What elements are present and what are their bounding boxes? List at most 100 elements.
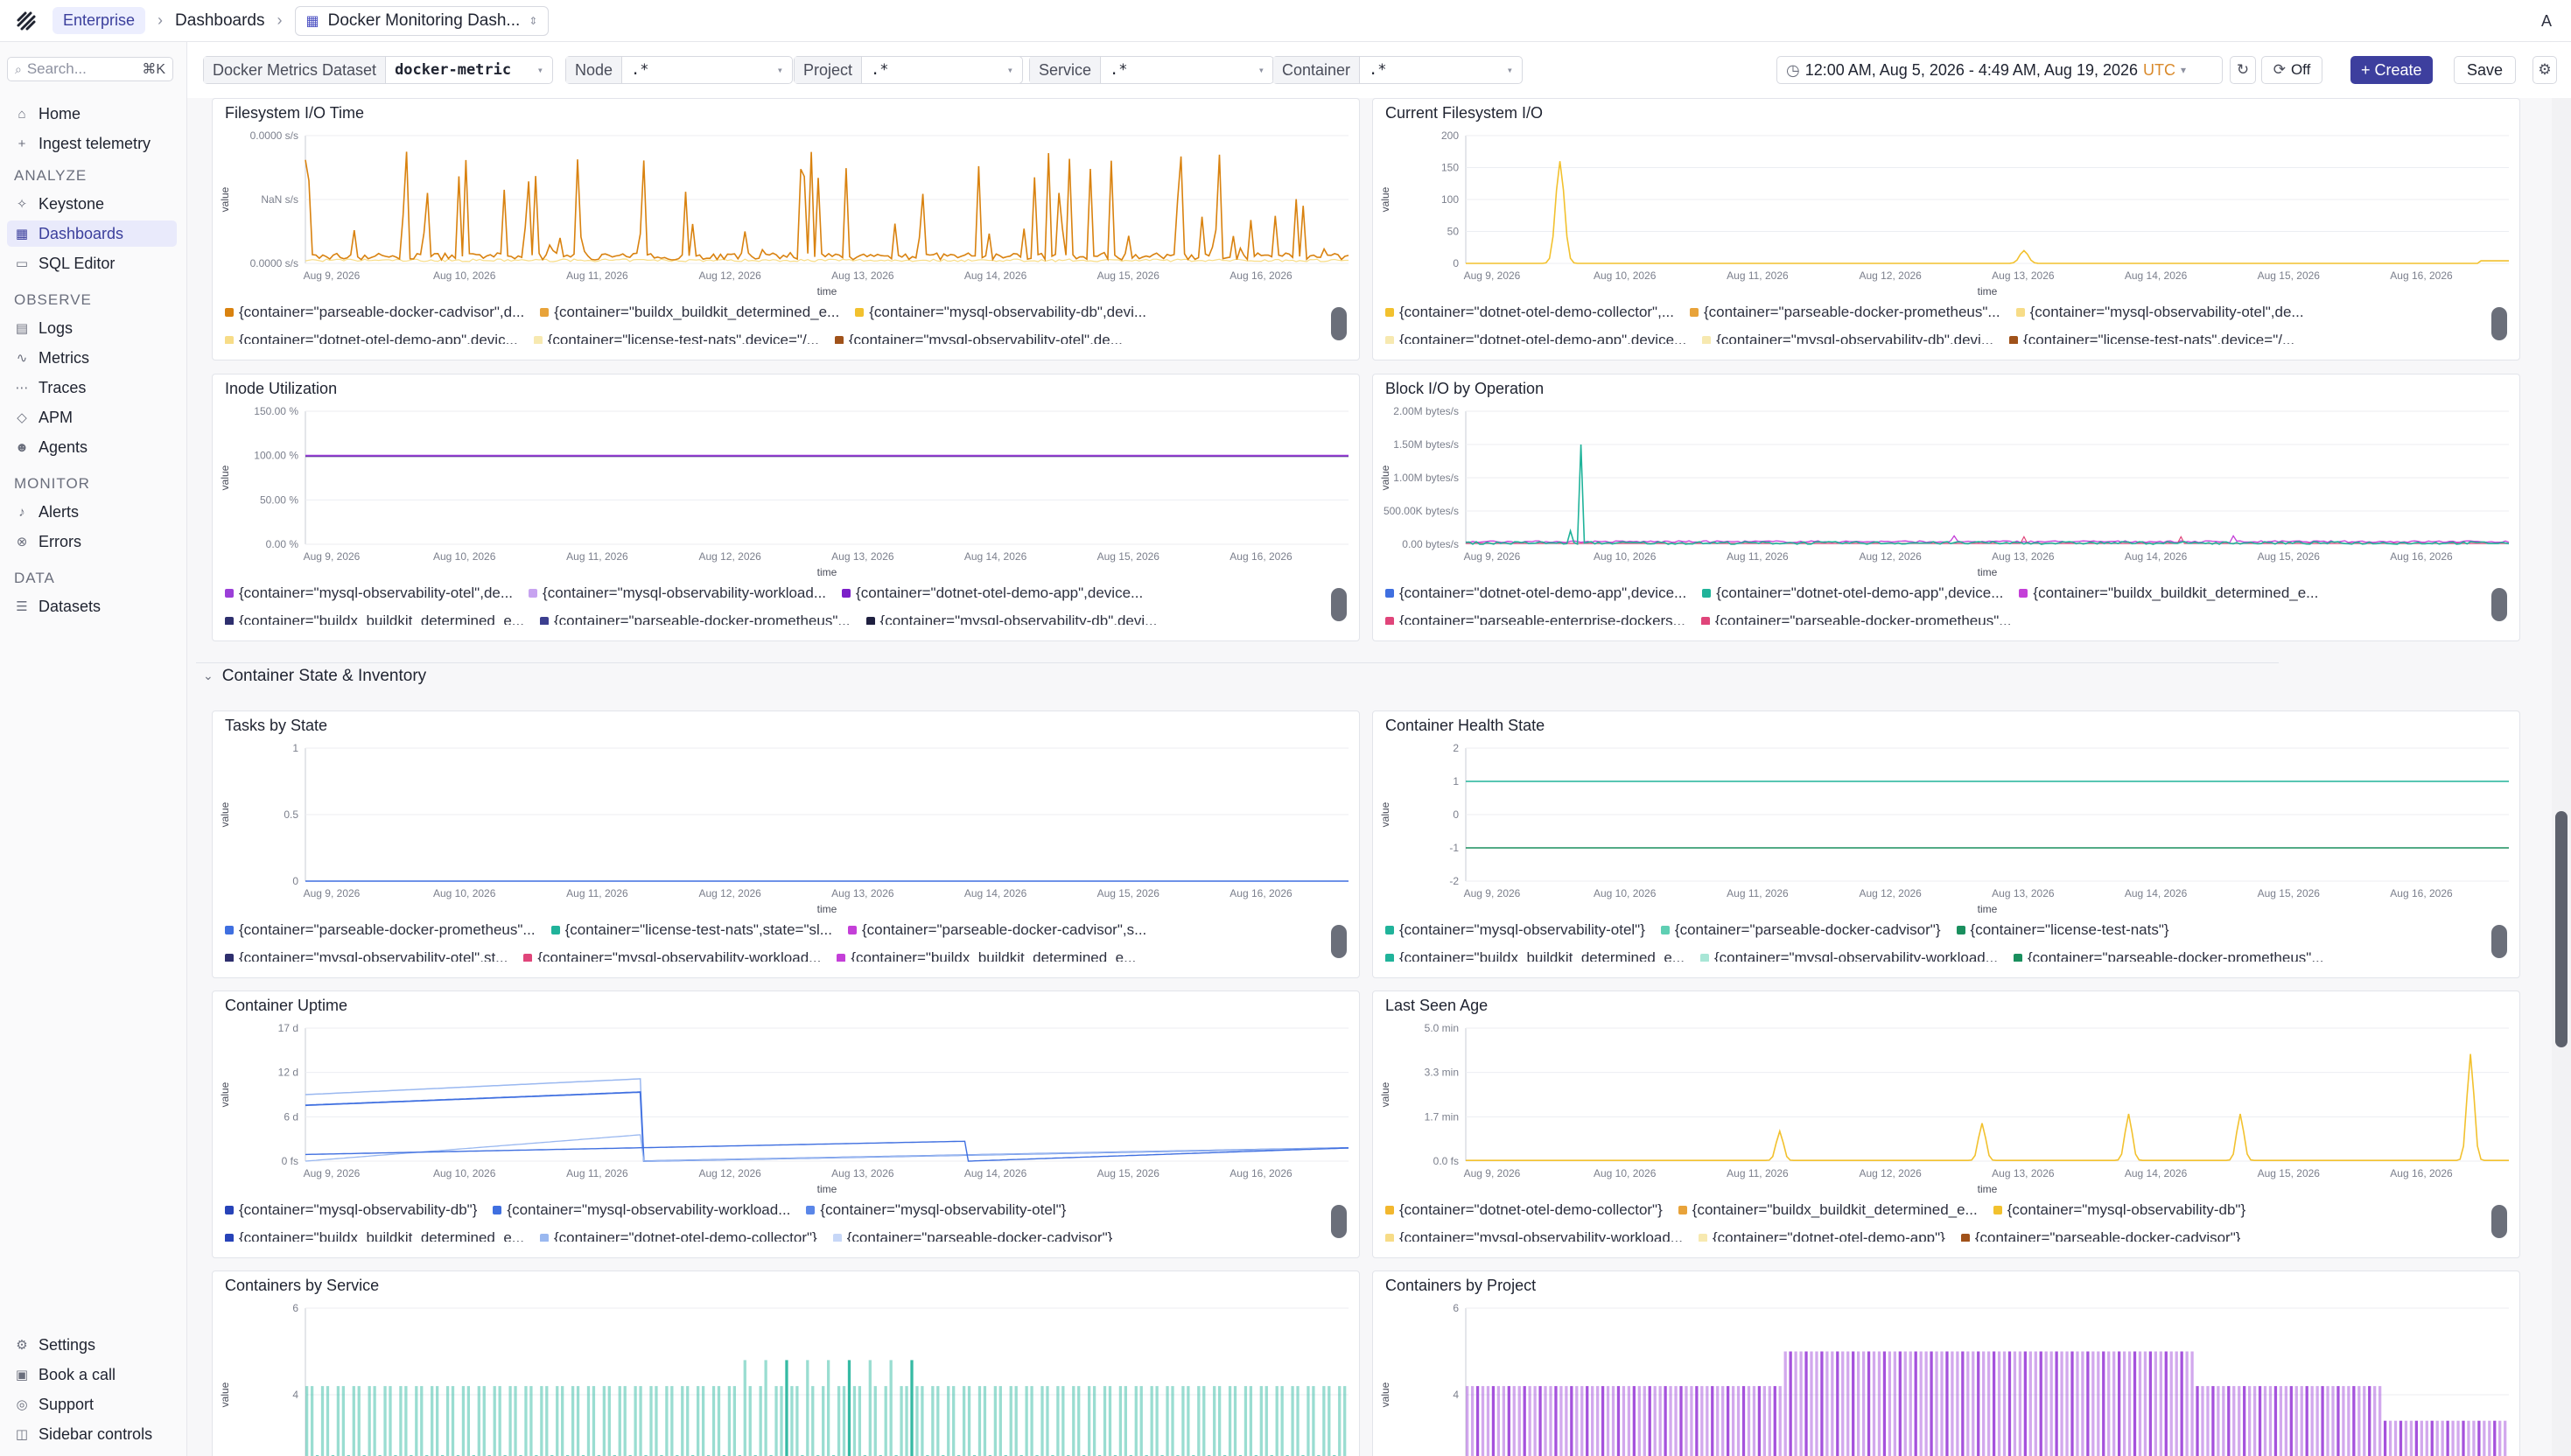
legend-item[interactable]: {container="mysql-observability-workload… — [529, 584, 826, 602]
node-select[interactable]: .* ▾ — [622, 57, 792, 83]
settings-button[interactable]: ⚙ — [2532, 56, 2557, 84]
legend-scrollbar[interactable] — [2491, 588, 2507, 621]
legend-item[interactable]: {container="mysql-observability-otel"} — [1385, 921, 1645, 939]
legend-scrollbar[interactable] — [2491, 1205, 2507, 1238]
legend-item[interactable]: {container="mysql-observability-db"} — [1993, 1201, 2245, 1219]
chart-inode-utilization[interactable]: 150.00 % 100.00 % 50.00 % 0.00 % value Aug 9,… — [213, 402, 1360, 579]
legend-item[interactable]: {container="mysql-observability-workload… — [1385, 1229, 1683, 1242]
legend-item[interactable]: {container="mysql-observability-workload… — [1699, 949, 1998, 962]
panel-inode-utilization[interactable]: Inode Utilization 150.00 % 100.00 % 50.00 %… — [212, 374, 1360, 641]
sidebar-item-metrics[interactable]: ∿ Metrics — [7, 345, 177, 371]
legend-item[interactable]: {container="mysql-observability-db",devi… — [855, 304, 1146, 321]
breadcrumb-dashboards[interactable]: Dashboards — [175, 10, 265, 30]
legend-item[interactable]: {container="buildx_buildkit_determined_e… — [1678, 1201, 1978, 1219]
legend-scrollbar[interactable] — [1331, 1205, 1347, 1238]
chart-containers-by-project[interactable]: 642value — [1373, 1299, 2520, 1456]
service-select[interactable]: .* ▾ — [1101, 57, 1273, 83]
legend-item[interactable]: {container="parseable-docker-prometheus"… — [1700, 612, 2011, 625]
panel-current-filesystem-io[interactable]: Current Filesystem I/O 200 150 100 50 0 value A… — [1372, 98, 2520, 360]
chart-container-uptime[interactable]: 17 d 12 d 6 d 0 fs value Aug 9, 2026 Aug 10, 2… — [213, 1019, 1360, 1196]
sidebar-item-ingest-telemetry[interactable]: + Ingest telemetry — [7, 130, 177, 157]
panel-container-uptime[interactable]: Container Uptime 17 d 12 d 6 d 0 fs value Aug … — [212, 990, 1360, 1258]
sidebar-item-home[interactable]: ⌂ Home — [7, 101, 177, 127]
legend-item[interactable]: {container="mysql-observability-workload… — [523, 949, 821, 962]
legend-item[interactable]: {container="mysql-observability-otel",de… — [225, 584, 513, 602]
legend-item[interactable]: {container="parseable-docker-prometheus"… — [2013, 949, 2324, 962]
sidebar-item-sidebar-controls[interactable]: ◫ Sidebar controls — [7, 1421, 177, 1447]
org-switcher[interactable]: Enterprise — [53, 7, 146, 34]
legend-item[interactable]: {container="mysql-observability-otel",de… — [2015, 304, 2304, 321]
chart-tasks-by-state[interactable]: 1 0.5 0 value Aug 9, 2026 Aug 10, 2026 Aug 11,… — [213, 739, 1360, 916]
chart-current-filesystem-io[interactable]: 200 150 100 50 0 value Aug 9, 2026 Aug 10, 2026… — [1373, 127, 2520, 298]
legend-item[interactable]: {container="buildx_buildkit_determined_e… — [540, 304, 839, 321]
legend-item[interactable]: {container="dotnet-otel-demo-app",devic.… — [225, 332, 518, 344]
section-container-state-inventory[interactable]: ⌄ Container State & Inventory — [196, 662, 2279, 689]
legend-scrollbar[interactable] — [2491, 925, 2507, 958]
legend-item[interactable]: {container="parseable-docker-cadvisor"} — [1660, 921, 1941, 939]
create-button[interactable]: + Create — [2350, 56, 2433, 84]
logo-icon[interactable] — [12, 7, 40, 35]
auto-refresh-toggle[interactable]: ⟳ Off — [2261, 56, 2322, 84]
legend-item[interactable]: {container="parseable-docker-cadvisor"} — [832, 1229, 1112, 1242]
legend-item[interactable]: {container="mysql-observability-db",devi… — [865, 612, 1157, 625]
sidebar-item-dashboards[interactable]: ▦ Dashboards — [7, 220, 177, 247]
legend-item[interactable]: {container="parseable-docker-prometheus"… — [1690, 304, 2000, 321]
legend-item[interactable]: {container="license-test-nats",device="/… — [2009, 332, 2294, 344]
panel-filesystem-io-time[interactable]: Filesystem I/O Time 0.0000 s/s NaN s/s 0.00… — [212, 98, 1360, 360]
sidebar-item-apm[interactable]: ◇ APM — [7, 404, 177, 430]
legend-item[interactable]: {container="mysql-observability-db",devi… — [1702, 332, 1993, 344]
legend-item[interactable]: {container="mysql-observability-workload… — [493, 1201, 790, 1219]
legend-item[interactable]: {container="mysql-observability-db"} — [225, 1201, 477, 1219]
legend-item[interactable]: {container="dotnet-otel-demo-collector",… — [1385, 304, 1674, 321]
page-scrollbar[interactable] — [2552, 98, 2571, 1456]
legend-item[interactable]: {container="parseable-docker-prometheus"… — [225, 921, 536, 939]
legend-item[interactable]: {container="parseable-docker-cadvisor"} — [1960, 1229, 2240, 1242]
chart-last-seen-age[interactable]: 5.0 min 3.3 min 1.7 min 0.0 fs value Aug 9, 2… — [1373, 1019, 2520, 1196]
legend-item[interactable]: {container="license-test-nats",state="sl… — [550, 921, 832, 939]
legend-item[interactable]: {container="buildx_buildkit_determined_e… — [225, 1229, 524, 1242]
legend-scrollbar[interactable] — [1331, 588, 1347, 621]
legend-scrollbar[interactable] — [1331, 307, 1347, 340]
dataset-filter[interactable]: Docker Metrics Dataset docker-metric ▾ — [203, 56, 553, 84]
panel-tasks-by-state[interactable]: Tasks by State 1 0.5 0 value Aug 9, 2026 Aug 1… — [212, 710, 1360, 978]
legend-item[interactable]: {container="dotnet-otel-demo-collector"} — [539, 1229, 817, 1242]
project-select[interactable]: .* ▾ — [862, 57, 1022, 83]
dataset-select[interactable]: docker-metric ▾ — [386, 57, 552, 83]
sidebar-item-sql-editor[interactable]: ▭ SQL Editor — [7, 250, 177, 276]
sidebar-item-datasets[interactable]: ☰ Datasets — [7, 593, 177, 620]
legend-item[interactable]: {container="buildx_buildkit_determined_e… — [2019, 584, 2318, 602]
panel-containers-by-project[interactable]: Containers by Project642value — [1372, 1270, 2520, 1456]
refresh-button[interactable]: ↻ — [2230, 56, 2256, 84]
panel-block-io-by-operation[interactable]: Block I/O by Operation 2.00M bytes/s 1.50M… — [1372, 374, 2520, 641]
legend-item[interactable]: {container="parseable-docker-prometheus"… — [539, 612, 851, 625]
legend-item[interactable]: {container="dotnet-otel-demo-app",device… — [1385, 584, 1686, 602]
legend-item[interactable]: {container="buildx_buildkit_determined_e… — [1385, 949, 1685, 962]
save-button[interactable]: Save — [2454, 56, 2517, 84]
container-select[interactable]: .* ▾ — [1360, 57, 1522, 83]
legend-scrollbar[interactable] — [1331, 925, 1347, 958]
sidebar-item-alerts[interactable]: ♪ Alerts — [7, 499, 177, 525]
panel-container-health-state[interactable]: Container Health State 2 1 0 -1 -2 value Aug 9,… — [1372, 710, 2520, 978]
legend-item[interactable]: {container="buildx_buildkit_determined_e… — [837, 949, 1136, 962]
sidebar-item-traces[interactable]: ⋯ Traces — [7, 374, 177, 401]
legend-item[interactable]: {container="mysql-observability-otel"} — [806, 1201, 1066, 1219]
chart-containers-by-service[interactable]: 642value — [213, 1299, 1360, 1456]
sidebar-item-errors[interactable]: ⊗ Errors — [7, 528, 177, 555]
scrollbar-thumb[interactable] — [2555, 811, 2567, 1047]
legend-item[interactable]: {container="parseable-docker-cadvisor",s… — [847, 921, 1146, 939]
panel-last-seen-age[interactable]: Last Seen Age 5.0 min 3.3 min 1.7 min 0.0 fs… — [1372, 990, 2520, 1258]
legend-item[interactable]: {container="dotnet-otel-demo-app"} — [1698, 1229, 1945, 1242]
legend-item[interactable]: {container="dotnet-otel-demo-app",device… — [842, 584, 1143, 602]
legend-item[interactable]: {container="mysql-observability-otel",st… — [225, 949, 508, 962]
sidebar-item-keystone[interactable]: ✧ Keystone — [7, 191, 177, 217]
legend-scrollbar[interactable] — [2491, 307, 2507, 340]
sidebar-item-support[interactable]: ◎ Support — [7, 1391, 177, 1418]
sidebar-item-book-a-call[interactable]: ▣ Book a call — [7, 1362, 177, 1388]
sidebar-item-agents[interactable]: ☻ Agents — [7, 434, 177, 460]
legend-item[interactable]: {container="license-test-nats"} — [1956, 921, 2169, 939]
chart-container-health-state[interactable]: 2 1 0 -1 -2 value Aug 9, 2026 Aug 10, 2026 Aug 1… — [1373, 739, 2520, 916]
search-input[interactable]: ⌕ Search... ⌘K — [7, 57, 173, 81]
container-filter[interactable]: Container .* ▾ — [1272, 56, 1523, 84]
legend-item[interactable]: {container="dotnet-otel-demo-collector"} — [1385, 1201, 1663, 1219]
avatar[interactable]: A — [2540, 11, 2552, 30]
